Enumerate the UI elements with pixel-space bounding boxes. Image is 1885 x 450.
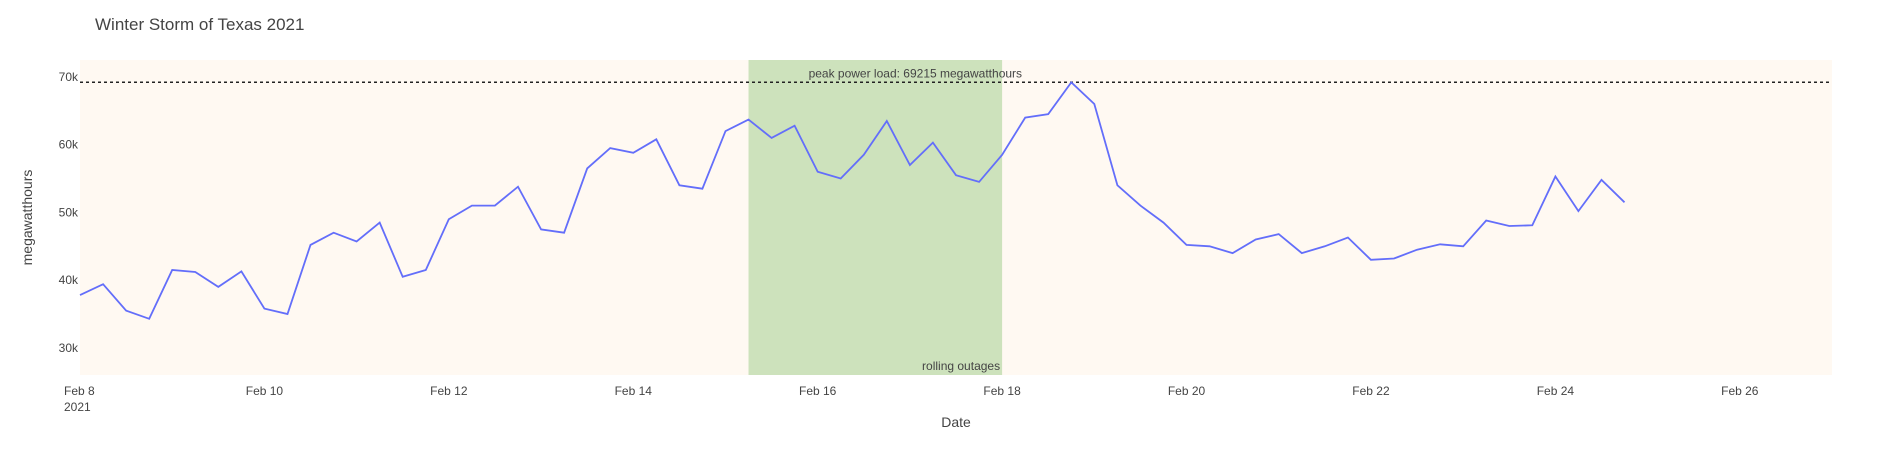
- y-tick-label: 70k: [59, 70, 79, 84]
- x-axis-ticks: Feb 8 2021 Feb 10 Feb 12 Feb 14 Feb 16 Feb 18 F…: [64, 384, 1759, 414]
- x-tick-label: Feb 16: [799, 384, 837, 398]
- x-tick-label: Feb 20: [1168, 384, 1206, 398]
- x-tick-label: Feb 10: [246, 384, 284, 398]
- x-tick-label: Feb 12: [430, 384, 468, 398]
- y-tick-label: 60k: [59, 138, 79, 152]
- outage-band: [748, 60, 1003, 375]
- x-axis-title: Date: [941, 414, 971, 430]
- series-line: [79, 81, 1626, 320]
- x-tick-label: Feb 14: [615, 384, 653, 398]
- x-tick-label: Feb 22: [1352, 384, 1390, 398]
- y-axis-title: megawatthours: [19, 170, 35, 266]
- chart-title: Winter Storm of Texas 2021: [95, 15, 304, 34]
- peak-label: peak power load: 69215 megawatthours: [809, 66, 1022, 80]
- y-tick-label: 50k: [59, 205, 79, 219]
- y-tick-label: 40k: [59, 273, 79, 287]
- y-axis-ticks: 30k 40k 50k 60k 70k: [59, 70, 79, 355]
- x-tick-label: Feb 26: [1721, 384, 1759, 398]
- x-tick-sublabel: 2021: [64, 400, 91, 414]
- x-tick-label: Feb 8: [64, 384, 95, 398]
- outage-band-label: rolling outages: [922, 359, 1000, 373]
- y-tick-label: 30k: [59, 341, 79, 355]
- x-tick-label: Feb 18: [983, 384, 1021, 398]
- x-tick-label: Feb 24: [1537, 384, 1575, 398]
